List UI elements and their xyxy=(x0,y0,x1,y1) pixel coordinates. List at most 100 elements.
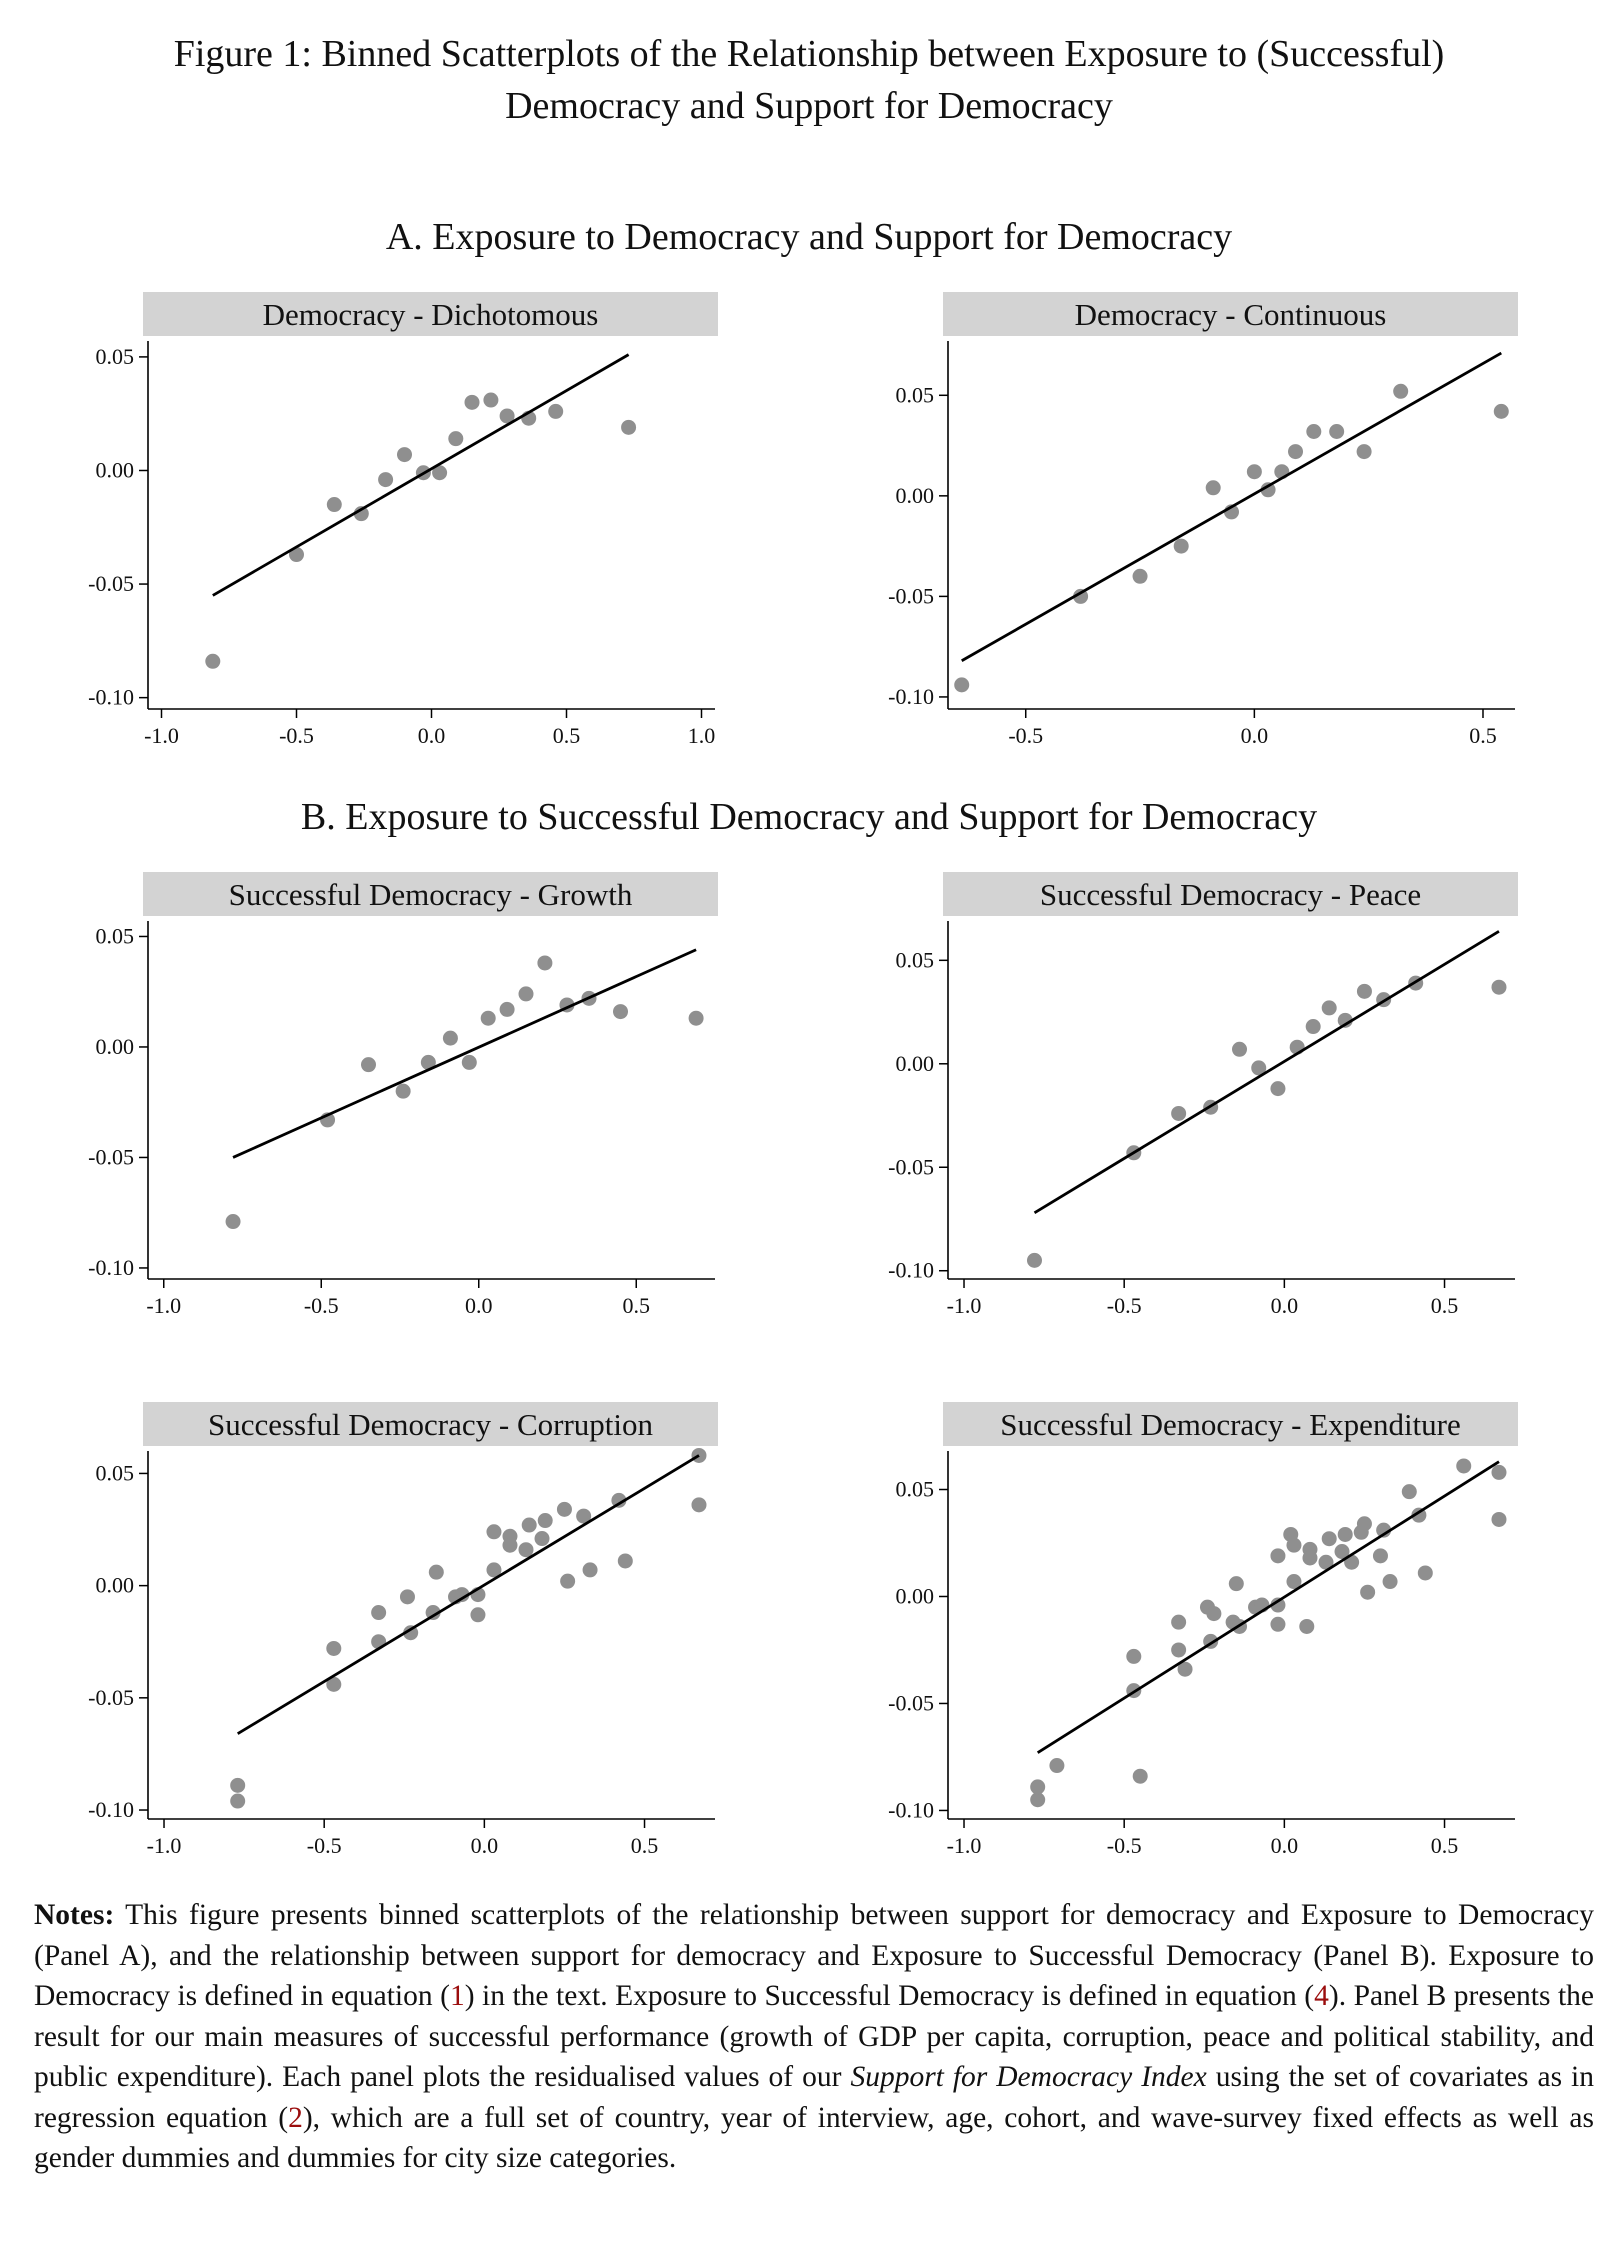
figure-title-line-1: Figure 1: Binned Scatterplots of the Rel… xyxy=(173,33,1445,75)
chart-strip xyxy=(143,872,718,916)
scatter-point xyxy=(289,547,304,563)
scatter-point xyxy=(454,1587,470,1603)
x-tick-label: -0.5 xyxy=(1008,723,1043,748)
chart-strip xyxy=(943,872,1518,916)
equation-ref-2[interactable]: 2 xyxy=(288,2101,303,2134)
scatter-point xyxy=(1171,1642,1187,1658)
scatter-point xyxy=(688,1010,704,1026)
scatter-point xyxy=(1270,1597,1286,1613)
scatter-point xyxy=(534,1531,550,1547)
scatter-point xyxy=(621,419,637,435)
x-tick-label: -0.5 xyxy=(307,1833,342,1858)
scatter-point xyxy=(326,1640,342,1656)
scatter-point xyxy=(399,1589,415,1605)
scatter-point xyxy=(560,1573,576,1589)
equation-ref-1[interactable]: 1 xyxy=(449,1980,465,2012)
index-name: Support for Democracy Index xyxy=(850,2061,1207,2093)
scatter-point xyxy=(1321,1531,1337,1547)
panel-a-heading: A. Exposure to Democracy and Support for… xyxy=(385,216,1233,258)
x-tick-label: 0.5 xyxy=(1469,723,1497,748)
scatter-point xyxy=(548,403,564,419)
y-tick-label: -0.05 xyxy=(888,1154,934,1179)
fit-line xyxy=(1033,930,1500,1214)
scatter-point xyxy=(537,1513,553,1529)
scatter-point xyxy=(1073,588,1089,604)
figure-notes: Notes: This figure presents binned scatt… xyxy=(34,1895,1594,2179)
scatter-point xyxy=(1491,1464,1507,1480)
scatter-point xyxy=(1286,1537,1302,1553)
y-tick-label: 0.05 xyxy=(96,1460,135,1485)
scatter-point xyxy=(1205,480,1221,496)
x-tick-label: 0.0 xyxy=(465,1293,493,1318)
scatter-point xyxy=(1228,1576,1244,1592)
y-tick-label: -0.05 xyxy=(88,1685,134,1710)
scatter-point xyxy=(1318,1554,1334,1570)
chart-panel-5: Successful Democracy - Corruption -0.10 -0… xyxy=(88,1402,718,1858)
x-tick-label: -0.5 xyxy=(279,723,314,748)
scatter-point xyxy=(1372,1548,1388,1564)
notes-text-2: ) in the text. Exposure to Successful De… xyxy=(464,1980,1315,2012)
scatter-point xyxy=(576,1508,592,1524)
x-tick-label: -1.0 xyxy=(146,1293,181,1318)
scatter-point xyxy=(1026,1252,1042,1268)
chart-title: Successful Democracy - Peace xyxy=(1040,877,1421,912)
scatter-point xyxy=(1030,1779,1046,1795)
y-tick-label: 0.00 xyxy=(96,1034,135,1059)
scatter-point xyxy=(1288,444,1304,460)
scatter-point xyxy=(1306,423,1322,439)
scatter-point xyxy=(1393,383,1409,399)
panel-b-heading: B. Exposure to Successful Democracy and … xyxy=(300,796,1318,838)
scatter-point xyxy=(1376,1522,1392,1538)
y-tick-label: 0.00 xyxy=(96,1573,135,1598)
scatter-point xyxy=(403,1625,419,1641)
scatter-point xyxy=(1334,1544,1350,1560)
notes-text-3: ). Panel B presents the result for our m… xyxy=(34,1980,1595,2093)
scatter-point xyxy=(397,447,412,463)
x-tick-label: 0.0 xyxy=(471,1833,499,1858)
scatter-point xyxy=(1030,1792,1046,1808)
fit-line xyxy=(236,1454,700,1735)
scatter-point xyxy=(230,1793,246,1809)
chart-strip xyxy=(943,292,1518,336)
scatter-point xyxy=(1356,444,1372,460)
scatter-point xyxy=(1337,1526,1353,1542)
scatter-point xyxy=(1417,1565,1433,1581)
scatter-point xyxy=(518,1542,534,1558)
scatter-point xyxy=(483,392,499,408)
x-tick-label: -1.0 xyxy=(147,1833,182,1858)
scatter-point xyxy=(1206,1606,1222,1622)
scatter-point xyxy=(1132,1768,1148,1784)
scatter-point xyxy=(486,1562,502,1578)
scatter-point xyxy=(326,497,342,513)
scatter-point xyxy=(613,1004,628,1020)
equation-ref-4[interactable]: 4 xyxy=(1314,1980,1329,2012)
x-tick-label: -0.5 xyxy=(1107,1293,1142,1318)
scatter-point xyxy=(1305,1019,1321,1035)
x-tick-label: 0.0 xyxy=(1271,1833,1299,1858)
chart-panel-4: Successful Democracy - Peace -0.10 -0.05 0.… xyxy=(888,872,1518,1318)
scatter-point xyxy=(502,1537,518,1553)
x-tick-label: -1.0 xyxy=(947,1833,982,1858)
y-tick-label: 0.00 xyxy=(896,1583,935,1608)
fit-line xyxy=(212,353,630,597)
scatter-point xyxy=(1493,403,1509,419)
y-tick-label: 0.00 xyxy=(896,1051,935,1076)
scatter-point xyxy=(425,1605,441,1621)
scatter-point xyxy=(691,1497,707,1513)
y-tick-label: -0.10 xyxy=(88,1797,134,1822)
chart-strip xyxy=(943,1402,1518,1446)
x-tick-label: 0.5 xyxy=(1431,1833,1459,1858)
y-tick-label: -0.05 xyxy=(888,1690,934,1715)
y-tick-label: 0.05 xyxy=(896,382,935,407)
scatter-point xyxy=(378,472,394,488)
y-tick-label: -0.05 xyxy=(888,583,934,608)
scatter-point xyxy=(1177,1661,1193,1677)
x-tick-label: -1.0 xyxy=(144,723,179,748)
scatter-point xyxy=(428,1564,444,1580)
chart-panel-3: Successful Democracy - Growth -0.10 -0.05 0… xyxy=(88,872,718,1318)
notes-text-4: using the set of covariates as in regres… xyxy=(34,2061,1594,2134)
notes-text-1: This figure presents binned scatterplots… xyxy=(34,1899,1594,2012)
scatter-point xyxy=(1356,983,1372,999)
scatter-point xyxy=(442,1030,458,1046)
scatter-point xyxy=(371,1605,387,1621)
